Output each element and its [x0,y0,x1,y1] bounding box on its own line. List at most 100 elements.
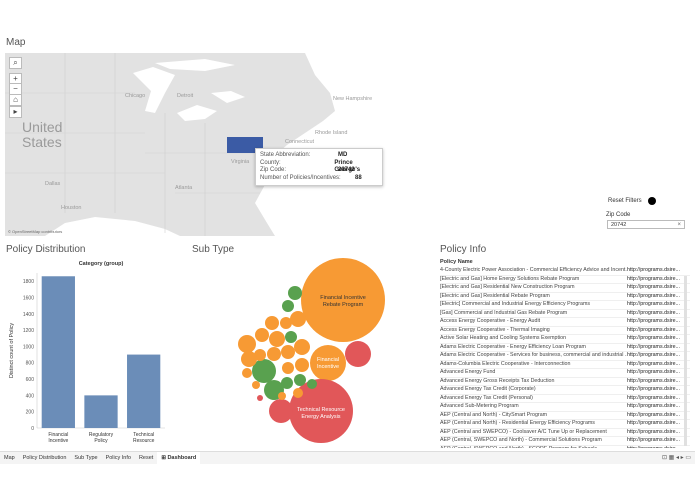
policy-name-cell: Access Energy Cooperative - Energy Audit [440,318,541,324]
policy-url-cell[interactable]: http://programs.dsire... [627,428,680,435]
policy-url-cell[interactable]: http://programs.dsire... [627,352,680,358]
table-row[interactable]: [Electric and Gas] Home Energy Solutions… [440,275,690,284]
table-row[interactable]: Adams Electric Cooperative - Services fo… [440,352,690,361]
reset-filters-button[interactable] [648,197,656,205]
policy-name-cell: Advanced Energy Fund [440,369,496,375]
table-row[interactable]: Access Energy Cooperative - Thermal Imag… [440,326,690,335]
sheet-tab[interactable]: Policy Distribution [22,455,67,461]
table-row[interactable]: AEP (Central, SWEPCO and North) - Commer… [440,437,690,446]
bubble-red[interactable] [257,395,263,401]
bubble-orange[interactable] [293,388,303,398]
table-row[interactable]: AEP (Central and North) - Residential En… [440,420,690,429]
bubble-orange[interactable] [278,392,286,400]
policy-url-cell[interactable]: http://programs.dsire... [627,326,680,333]
sheet-tab[interactable]: Reset [138,455,154,461]
policy-url-cell[interactable]: http://programs.dsire... [627,437,680,443]
table-row[interactable]: [Electric and Gas] Residential New Const… [440,284,690,293]
bubble-green[interactable] [307,379,317,389]
bubble-orange[interactable] [242,368,252,378]
table-row[interactable]: [Electric and Gas] Residential Rebate Pr… [440,292,690,301]
policy-url-cell[interactable]: http://programs.dsire... [627,420,680,426]
policy-url-cell[interactable]: http://programs.dsire... [627,301,680,307]
bubble-green[interactable] [285,331,297,343]
bubble-orange[interactable] [238,335,256,353]
policy-url-cell[interactable]: http://programs.dsire... [627,284,680,290]
bubble-orange[interactable] [254,349,266,361]
policy-name-cell: [Electric and Gas] Home Energy Solutions… [440,275,580,282]
map-highlight-region[interactable] [227,137,263,153]
bubble-orange[interactable] [295,358,309,372]
bubble-green[interactable] [294,374,306,386]
table-row[interactable]: AEP (Central and SWEPCO) - Coolsaver A/C… [440,428,690,437]
policy-url-cell[interactable]: http://programs.dsire... [627,446,680,449]
bubble-orange[interactable] [265,316,279,330]
bubble-green[interactable] [252,359,276,383]
table-row[interactable]: Advanced Energy Gross Receipts Tax Deduc… [440,377,690,386]
table-row[interactable]: Advanced Sub-Metering Program http://prog… [440,403,690,412]
table-row[interactable]: Adams-Columbia Electric Cooperative - In… [440,360,690,369]
sheet-tabs: Map Policy Distribution Sub Type Policy Inf… [0,451,695,464]
clear-icon[interactable]: × [677,222,681,228]
table-row[interactable]: Active Solar Heating and Cooling Systems… [440,335,690,344]
bubble-red-small[interactable] [269,399,293,423]
policy-url-cell[interactable]: http://programs.dsire... [627,309,680,316]
table-row[interactable]: Advanced Energy Tax Credit (Personal) htt… [440,394,690,403]
bubble-orange[interactable] [282,362,294,374]
policy-url-cell[interactable]: http://programs.dsire... [627,411,680,418]
bubble-orange[interactable] [269,331,285,347]
policy-url-cell[interactable]: http://programs.dsire... [627,403,680,409]
bubble-green[interactable] [282,300,294,312]
bubble-orange[interactable] [267,347,281,361]
table-row[interactable]: AEP (Central, SWEPCO and North) - SCORE … [440,446,690,449]
bar[interactable] [84,395,118,428]
tooltip-county-value: Prince George's [334,159,361,174]
bubble-orange[interactable] [280,317,292,329]
policy-url-cell[interactable]: http://programs.dsire... [627,335,680,341]
policy-url-cell[interactable]: http://programs.dsire... [627,275,680,282]
bubble-orange[interactable] [241,351,257,367]
bubble-red-medium[interactable] [345,341,371,367]
sheet-tab[interactable]: ⊞ Dashboard [157,452,201,464]
sheet-tab[interactable]: Sub Type [74,455,98,461]
bubble-financial-incentive[interactable] [310,345,346,381]
policy-url-cell[interactable]: http://programs.dsire... [627,369,680,375]
bar[interactable] [127,354,161,428]
tab-nav-icons[interactable]: ⊡ ▦ ◂ ▸ ▭ [661,455,691,461]
policy-url-cell[interactable]: http://programs.dsire... [627,292,680,299]
bubble-orange[interactable] [281,345,295,359]
bubble-orange[interactable] [252,381,260,389]
tooltip-state-value: MD [338,152,348,158]
table-row[interactable]: 4-County Electric Power Association - Co… [440,267,690,276]
bubble-green[interactable] [288,286,302,300]
policy-url-cell[interactable]: http://programs.dsire... [627,386,680,392]
reset-filters-label[interactable]: Reset Filters [608,198,642,204]
table-row[interactable]: Advanced Energy Tax Credit (Corporate) ht… [440,386,690,395]
table-row[interactable]: Advanced Energy Fund http://programs.dsir… [440,369,690,378]
zip-code-input[interactable]: 20742 × [607,220,685,229]
sheet-tab[interactable]: Map [4,455,15,461]
policy-url-cell[interactable]: http://programs.dsire... [627,318,680,324]
bar[interactable] [41,276,75,428]
scrollbar[interactable] [684,276,687,446]
bubble-financial-incentive-rebate[interactable] [301,258,385,342]
policy-url-cell[interactable]: http://programs.dsire... [627,377,680,384]
search-icon[interactable]: ⌕ [9,57,22,69]
pin-icon[interactable]: ⌂ [9,94,22,106]
table-row[interactable]: AEP (Central and North) - CitySmart Prog… [440,411,690,420]
table-row[interactable]: Adams Electric Cooperative - Energy Effi… [440,343,690,352]
policy-url-cell[interactable]: http://programs.dsire... [627,267,680,273]
bubble-orange[interactable] [294,339,310,355]
policy-url-cell[interactable]: http://programs.dsire... [627,360,680,367]
policy-url-cell[interactable]: http://programs.dsire... [627,343,680,350]
sheet-tab[interactable]: Policy Info [105,455,131,461]
table-row[interactable]: Access Energy Cooperative - Energy Audit… [440,318,690,327]
policy-url-cell[interactable]: http://programs.dsire... [627,394,680,401]
table-row[interactable]: [Electric] Commercial and Industrial Ene… [440,301,690,310]
bubble-orange[interactable] [255,328,269,342]
bubble-orange[interactable] [290,311,306,327]
map-view[interactable]: United States New Hampshire Rhode Island… [5,53,688,236]
table-row[interactable]: [Gas] Commercial and Industrial Gas Reba… [440,309,690,318]
play-icon[interactable]: ▸ [9,106,22,118]
bubble-green[interactable] [281,377,293,389]
bubble-technical-resource-energy[interactable] [289,379,353,443]
